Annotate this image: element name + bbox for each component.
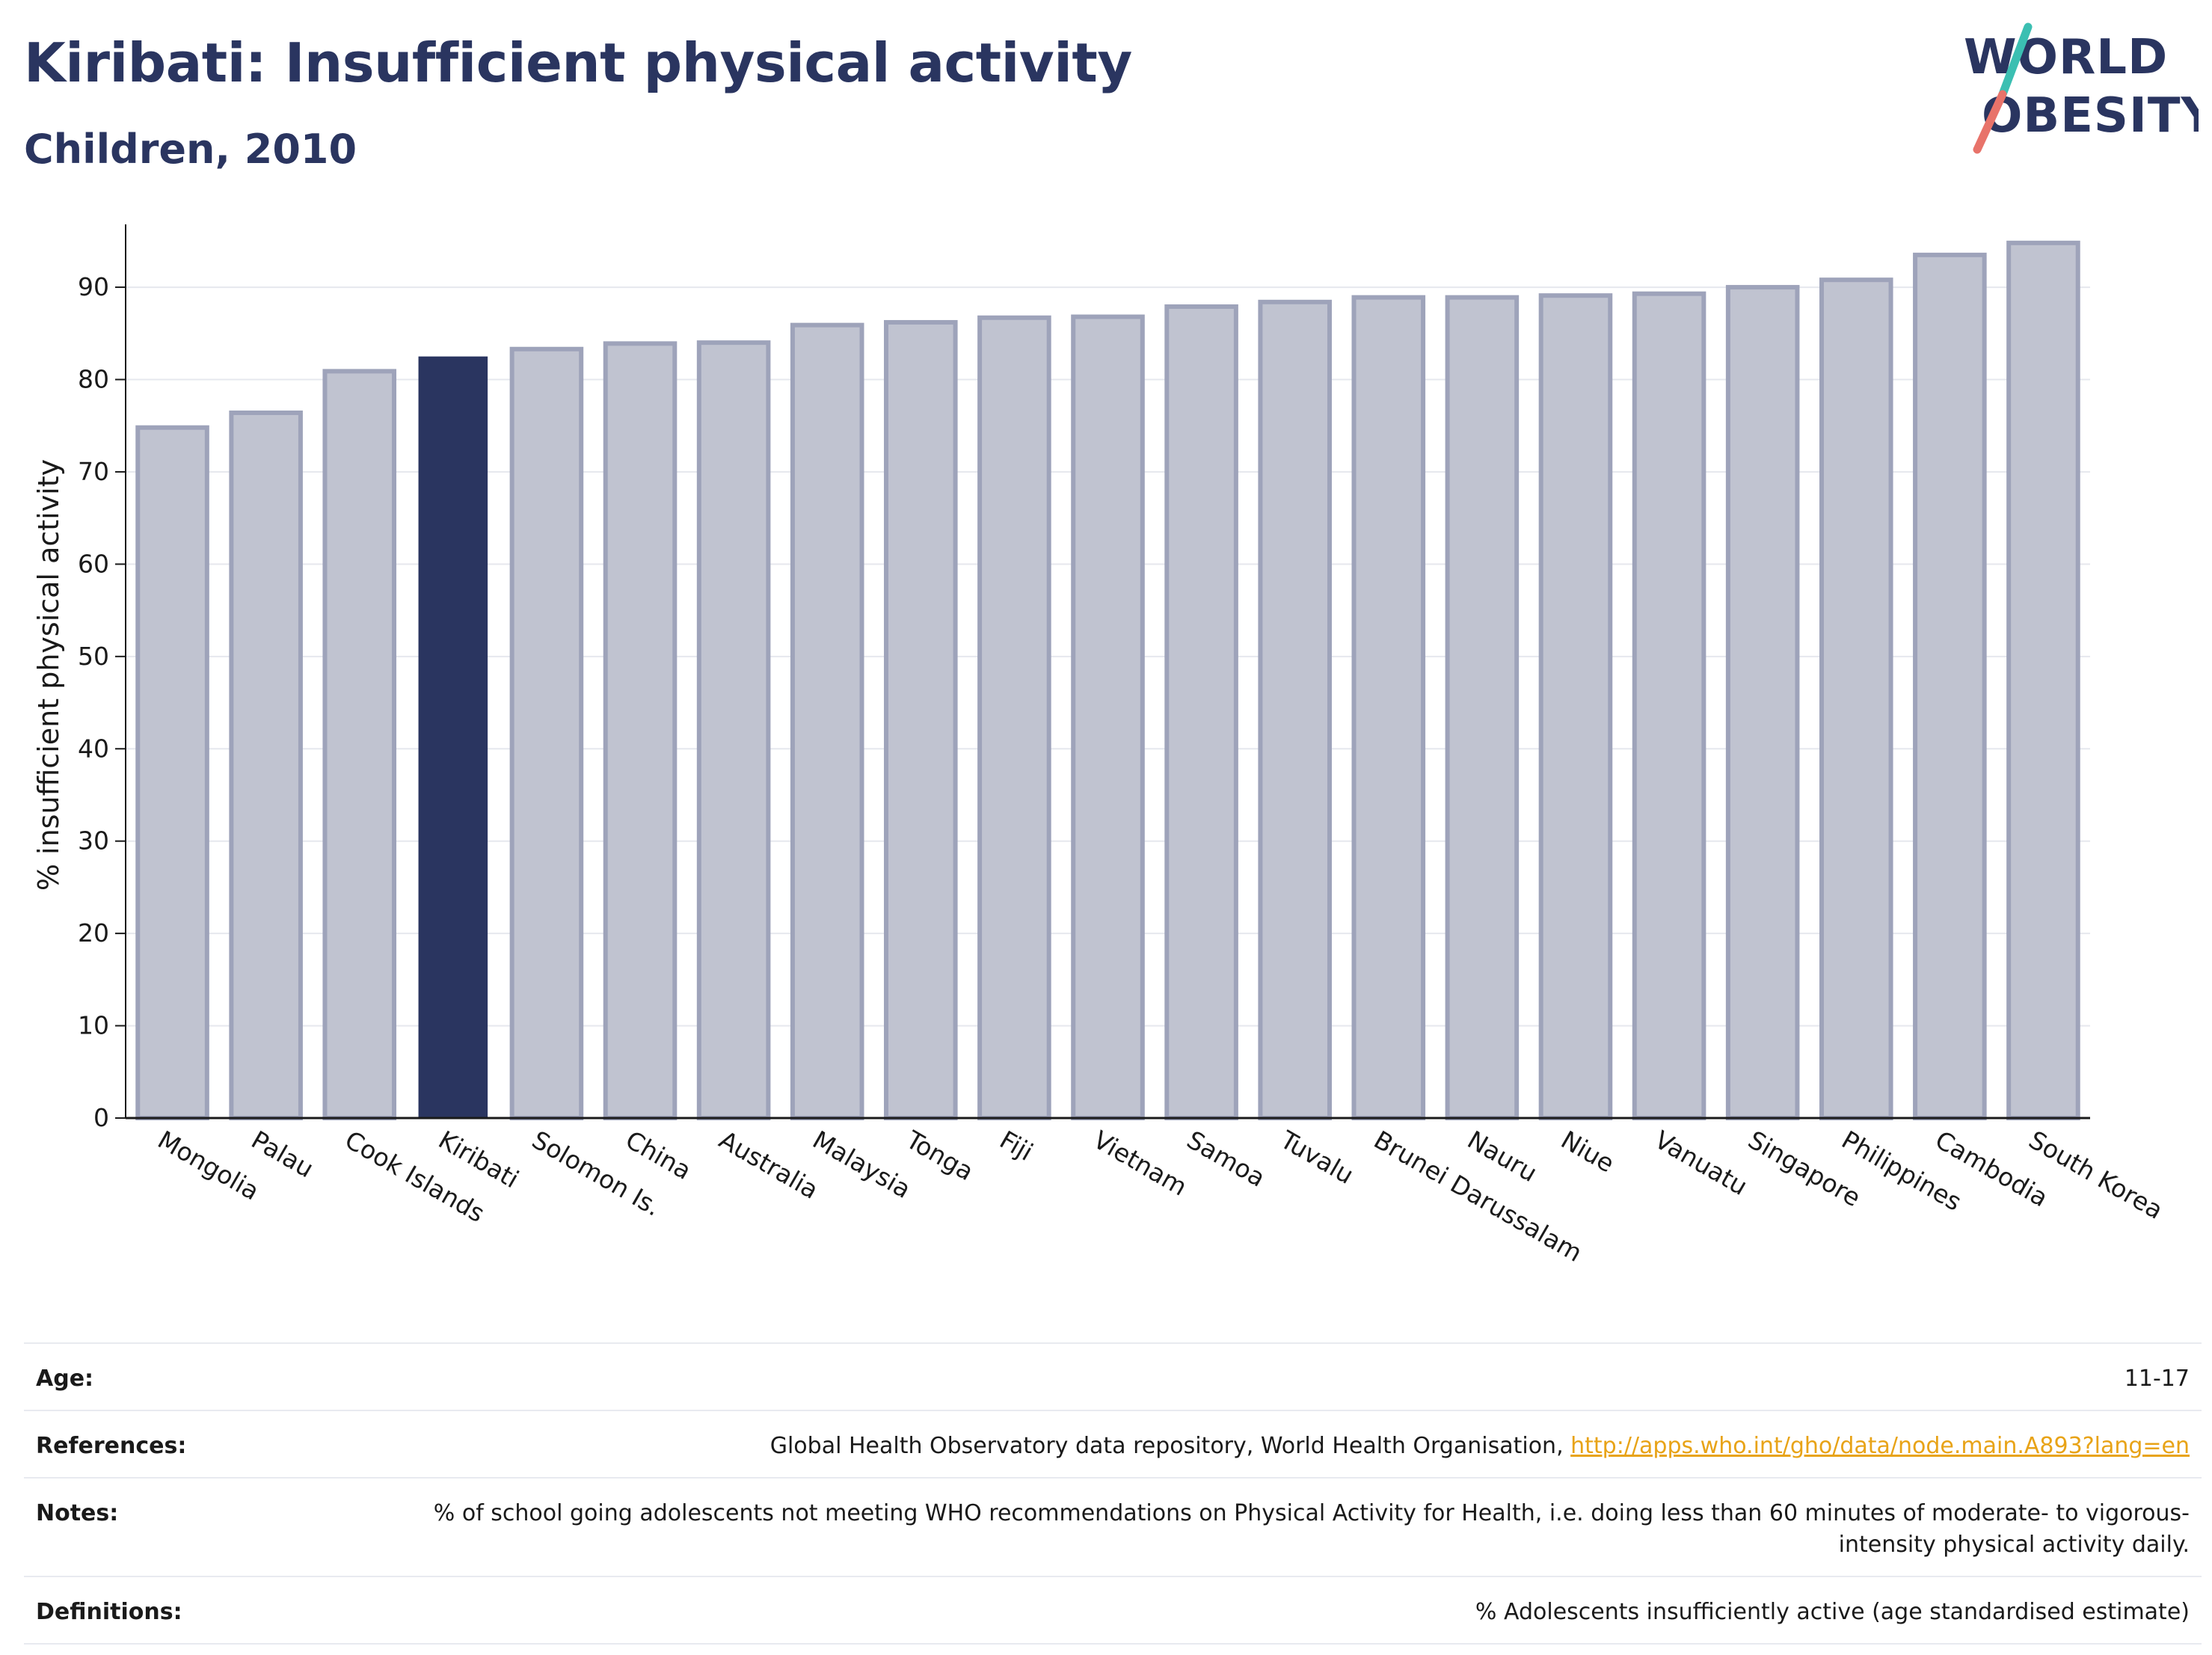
- logo-slash-coral-icon: [1973, 90, 2007, 154]
- definitions-value: % Adolescents insufficiently active (age…: [1475, 1599, 2190, 1625]
- meta-row-definitions: Definitions: % Adolescents insufficientl…: [24, 1576, 2202, 1645]
- y-tick-label: 0: [93, 1103, 109, 1132]
- notes-label: Notes:: [36, 1500, 119, 1526]
- bar[interactable]: [977, 315, 1051, 1120]
- bar[interactable]: [1913, 252, 1987, 1120]
- y-tick-label: 60: [78, 549, 109, 578]
- references-link[interactable]: http://apps.who.int/gho/data/node.main.A…: [1570, 1433, 2190, 1459]
- x-tick-label: Vanuatu: [1650, 1125, 1752, 1201]
- bar[interactable]: [418, 356, 488, 1118]
- y-tick-label: 50: [78, 642, 109, 671]
- age-label: Age:: [36, 1366, 94, 1392]
- y-tick-label: 80: [78, 365, 109, 394]
- chart-subtitle: Children, 2010: [24, 126, 357, 173]
- x-tick-label: Malaysia: [808, 1125, 915, 1204]
- metadata-table: Age: 11-17 References: Global Health Obs…: [24, 1342, 2202, 1645]
- bar[interactable]: [1538, 293, 1613, 1120]
- meta-row-notes: Notes: % of school going adolescents not…: [24, 1477, 2202, 1576]
- x-tick-label: South Korea: [2024, 1125, 2168, 1225]
- bar[interactable]: [790, 322, 864, 1120]
- y-tick-label: 10: [78, 1011, 109, 1040]
- y-tick-label: 20: [78, 918, 109, 948]
- references-text: Global Health Observatory data repositor…: [769, 1433, 1571, 1459]
- bar[interactable]: [1819, 277, 1893, 1120]
- bar[interactable]: [1071, 314, 1145, 1120]
- meta-row-age: Age: 11-17: [24, 1342, 2202, 1410]
- bar[interactable]: [509, 346, 584, 1120]
- notes-value: % of school going adolescents not meetin…: [433, 1500, 2190, 1558]
- references-label: References:: [36, 1433, 187, 1459]
- y-axis-label: % insufficient physical activity: [32, 459, 65, 891]
- references-value: Global Health Observatory data repositor…: [770, 1431, 2190, 1462]
- x-tick-label: Niue: [1556, 1125, 1620, 1178]
- x-tick-label: Mongolia: [153, 1125, 265, 1206]
- x-tick-label: Australia: [714, 1125, 823, 1205]
- world-obesity-logo: WORLD OBESITY: [1964, 22, 2199, 154]
- y-tick-label: 30: [78, 826, 109, 856]
- x-tick-label: Palau: [247, 1125, 319, 1183]
- x-tick-label: Fiji: [995, 1125, 1038, 1167]
- bar[interactable]: [1632, 291, 1706, 1120]
- x-tick-label: Samoa: [1182, 1125, 1271, 1193]
- bar[interactable]: [135, 425, 209, 1120]
- bar[interactable]: [1725, 285, 1800, 1120]
- logo-line-1: WORLD: [1964, 30, 2168, 85]
- logo-slash-teal-icon: [1998, 22, 2033, 99]
- bar[interactable]: [229, 410, 303, 1120]
- y-tick-label: 70: [78, 457, 109, 486]
- logo-line-2: OBESITY: [1982, 88, 2199, 144]
- bar[interactable]: [2006, 240, 2080, 1120]
- definitions-label: Definitions:: [36, 1599, 182, 1625]
- x-tick-label: Vietnam: [1089, 1125, 1193, 1202]
- bar[interactable]: [696, 340, 771, 1120]
- chart-title: Kiribati: Insufficient physical activity: [24, 31, 1132, 94]
- bar[interactable]: [1351, 295, 1426, 1120]
- y-tick-label: 40: [78, 734, 109, 763]
- bar[interactable]: [1445, 295, 1520, 1120]
- age-value: 11-17: [2124, 1366, 2190, 1392]
- bar[interactable]: [1258, 299, 1332, 1120]
- bar[interactable]: [884, 319, 958, 1120]
- y-tick-label: 90: [78, 272, 109, 301]
- bar[interactable]: [603, 341, 678, 1120]
- meta-row-references: References: Global Health Observatory da…: [24, 1410, 2202, 1477]
- x-tick-label: Tuvalu: [1275, 1125, 1359, 1190]
- bar[interactable]: [1164, 304, 1238, 1120]
- bar[interactable]: [322, 369, 397, 1120]
